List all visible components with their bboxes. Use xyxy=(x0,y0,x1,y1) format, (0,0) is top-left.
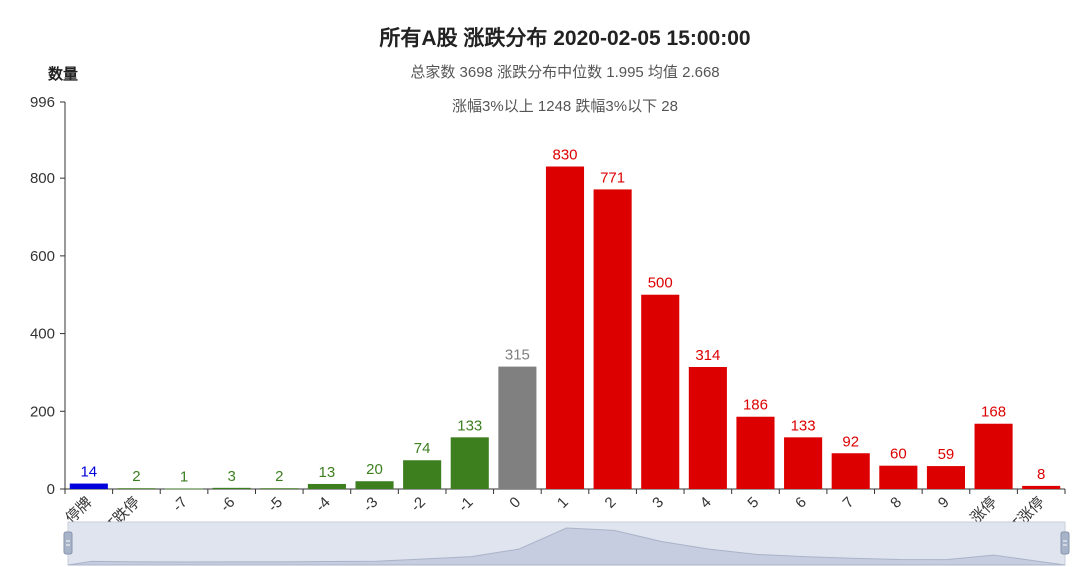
bar[interactable] xyxy=(355,481,394,489)
bar-value-label: 8 xyxy=(1037,466,1045,483)
chart-subtitle-range: 涨幅3%以上 1248 跌幅3%以下 28 xyxy=(452,98,678,115)
y-tick-label: 800 xyxy=(30,170,55,187)
bar[interactable] xyxy=(688,366,727,489)
bar-value-label: 314 xyxy=(695,347,720,364)
bar-value-label: 771 xyxy=(600,169,625,186)
x-tick-label: 6 xyxy=(792,494,810,512)
x-tick-label: 1 xyxy=(554,494,572,512)
bar[interactable] xyxy=(736,416,775,489)
x-tick-label: -1 xyxy=(455,494,476,515)
bar[interactable] xyxy=(403,460,442,489)
y-tick-label: 200 xyxy=(30,403,55,420)
x-tick-label: 9 xyxy=(935,494,953,512)
bar-value-label: 830 xyxy=(552,147,577,164)
bar[interactable] xyxy=(879,465,918,489)
x-tick-label: -3 xyxy=(360,494,381,515)
bar-value-label: 2 xyxy=(132,468,140,485)
bar[interactable] xyxy=(641,294,680,489)
x-tick-label: -7 xyxy=(169,494,190,515)
x-tick-label: -4 xyxy=(312,494,333,515)
bar[interactable] xyxy=(926,466,965,489)
bar[interactable] xyxy=(165,488,204,490)
bar[interactable] xyxy=(260,488,299,490)
bar-value-label: 168 xyxy=(981,404,1006,421)
y-tick-label: 600 xyxy=(30,248,55,265)
bar-value-label: 133 xyxy=(791,417,816,434)
y-tick-label: 400 xyxy=(30,326,55,343)
datazoom-left-handle[interactable] xyxy=(63,531,73,555)
bar-value-label: 133 xyxy=(457,417,482,434)
datazoom-right-handle[interactable] xyxy=(1060,531,1070,555)
bar[interactable] xyxy=(69,483,108,489)
chart-title: 所有A股 涨跌分布 2020-02-05 15:00:00 xyxy=(379,27,751,50)
bar-value-label: 315 xyxy=(505,347,530,364)
y-tick-label: 996 xyxy=(30,94,55,111)
bar-value-label: 60 xyxy=(890,446,907,463)
bar-value-label: 500 xyxy=(648,275,673,292)
bar[interactable] xyxy=(307,483,346,489)
bar[interactable] xyxy=(212,487,251,489)
x-tick-label: 7 xyxy=(840,494,858,512)
bar-value-label: 74 xyxy=(414,440,431,457)
bar[interactable] xyxy=(1022,485,1061,489)
bar[interactable] xyxy=(498,366,537,489)
x-tick-label: 0 xyxy=(506,494,524,512)
bar[interactable] xyxy=(545,166,585,490)
y-axis-label: 数量 xyxy=(48,66,79,83)
x-tick-label: 3 xyxy=(649,494,667,512)
x-tick-label: -2 xyxy=(408,494,429,515)
bar-value-label: 92 xyxy=(842,433,859,450)
x-tick-label: -5 xyxy=(265,494,286,515)
bar[interactable] xyxy=(593,189,632,490)
x-tick-label: 8 xyxy=(887,494,905,512)
bar-value-label: 59 xyxy=(938,446,955,463)
x-tick-label: 5 xyxy=(744,494,762,512)
bar-value-label: 186 xyxy=(743,397,768,414)
bar-value-label: 2 xyxy=(275,468,283,485)
bar-value-label: 3 xyxy=(227,468,235,485)
x-tick-label: 2 xyxy=(602,494,620,512)
bar[interactable] xyxy=(117,488,156,490)
bar[interactable] xyxy=(831,453,870,489)
chart-subtitle-stats: 总家数 3698 涨跌分布中位数 1.995 均值 2.668 xyxy=(410,64,720,81)
x-tick-label: 4 xyxy=(697,494,715,512)
bar-value-label: 13 xyxy=(319,464,336,481)
bar-value-label: 1 xyxy=(180,469,188,486)
bar-value-label: 14 xyxy=(80,464,97,481)
y-tick-label: 0 xyxy=(47,481,55,498)
bar[interactable] xyxy=(450,437,489,489)
bar[interactable] xyxy=(974,423,1013,489)
x-tick-label: -6 xyxy=(217,494,238,515)
bar[interactable] xyxy=(784,437,823,489)
bar-value-label: 20 xyxy=(366,461,383,478)
datazoom-data-shadow xyxy=(67,527,1066,566)
